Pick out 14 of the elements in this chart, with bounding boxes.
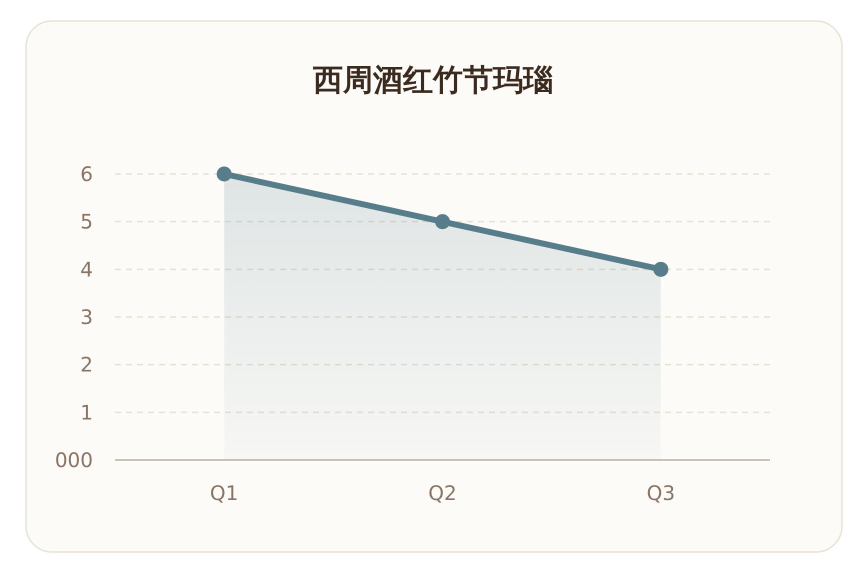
y-tick-label: 5 [80,210,93,234]
y-tick-label: 000 [54,448,93,472]
y-tick-label: 1 [80,400,93,424]
point [435,214,450,230]
chart-title: 西周酒红竹节玛瑙 [312,63,553,98]
y-tick-label: 4 [80,257,93,282]
x-tick-label: Q3 [646,481,676,505]
point [653,262,668,277]
point [216,166,232,182]
x-tick-label: Q1 [210,481,238,505]
y-tick-label: 3 [80,305,93,329]
x-tick-label: Q2 [428,481,457,505]
y-tick-label: 6 [80,162,93,186]
y-tick-label: 2 [80,352,93,377]
